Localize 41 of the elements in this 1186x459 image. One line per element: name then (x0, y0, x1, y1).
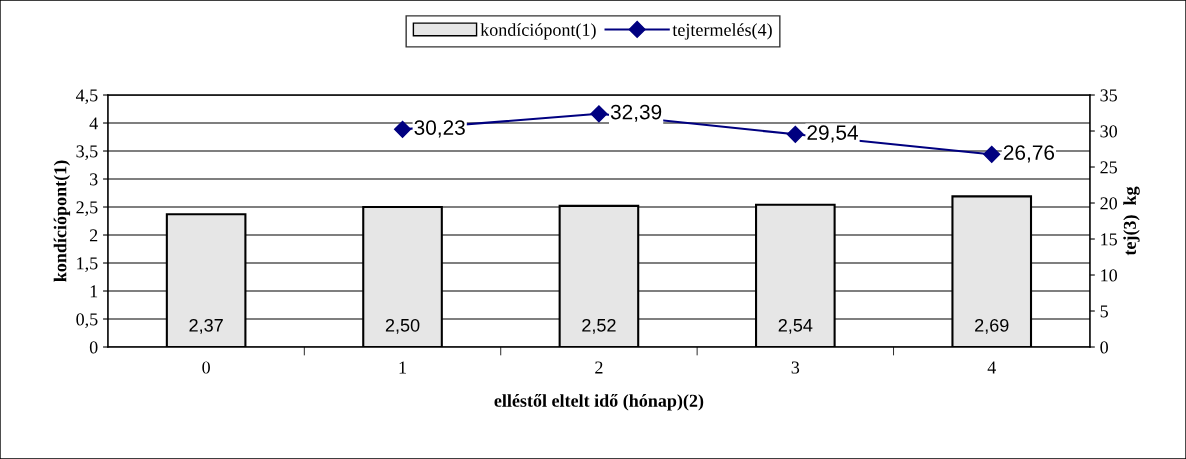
data-label: 2,52 (582, 318, 616, 334)
y-tick-label: 4,5 (75, 89, 98, 105)
x-axis-title: elléstől eltelt idő (hónap)(2) (494, 393, 704, 411)
data-label: 26,76 (1003, 145, 1055, 163)
y-tick-label: 0 (89, 341, 98, 354)
y2-tick-label: 0 (1100, 341, 1108, 354)
y2-tick-label: 25 (1100, 161, 1118, 174)
legend-label: kondíciópont(1) (480, 23, 596, 40)
point (786, 125, 804, 143)
data-label: 2,50 (385, 318, 420, 334)
y-tick-label: 2,5 (76, 201, 98, 217)
y-tick-label: 0,5 (76, 313, 98, 329)
y2-tick-label: 30 (1100, 125, 1118, 138)
y-tick-label: 2 (89, 229, 98, 242)
y-axis-title: kondíciópont(1) (53, 160, 71, 282)
data-label: 2,54 (778, 318, 813, 334)
y2-tick-label: 35 (1100, 89, 1118, 102)
legend-label: tejtermelés(4) (672, 23, 772, 40)
x-tick-label: 2 (595, 361, 603, 374)
x-tick-label: 1 (399, 361, 406, 374)
point (983, 145, 1001, 163)
y2-tick-label: 20 (1100, 197, 1118, 210)
y-tick-label: 3,5 (76, 145, 98, 161)
y2-tick-label: 15 (1101, 233, 1118, 246)
y2-tick-label: 10 (1101, 269, 1118, 282)
x-tick-label: 3 (791, 361, 800, 374)
y2-tick-label: 5 (1100, 305, 1108, 318)
data-label: 29,54 (807, 125, 858, 143)
point (393, 120, 412, 138)
point (590, 105, 608, 123)
x-tick-label: 4 (987, 361, 996, 374)
x-tick-label: 0 (202, 361, 210, 374)
y-tick-label: 4 (89, 117, 98, 130)
data-label: 2,69 (975, 318, 1009, 334)
data-label: 30,23 (414, 120, 465, 138)
y-tick-label: 1 (90, 285, 98, 298)
y-tick-label: 1,5 (77, 257, 98, 273)
y-tick-label: 3 (90, 173, 98, 186)
y2-axis-title: tej(3) kg (1123, 186, 1140, 256)
data-label: 32,39 (610, 104, 662, 122)
data-label: 2,37 (189, 318, 223, 334)
